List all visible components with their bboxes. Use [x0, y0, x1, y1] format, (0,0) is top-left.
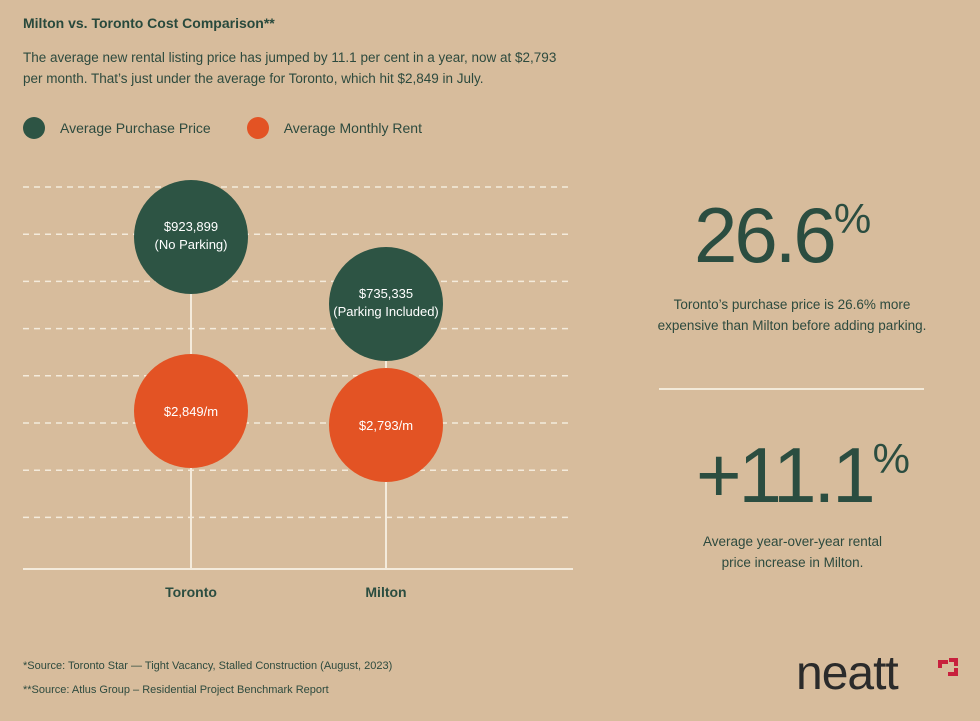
footnote-2: **Source: Atlus Group – Residential Proj… [23, 684, 329, 696]
monthly-rent-bubble [329, 368, 443, 482]
monthly-rent-bubble [134, 354, 248, 468]
legend: Average Purchase Price Average Monthly R… [23, 117, 458, 139]
purchase-price-label: (No Parking) [155, 237, 228, 252]
purchase-price-bubble [329, 247, 443, 361]
purchase-price-label: $923,899 [164, 219, 218, 234]
monthly-rent-label: $2,793/m [359, 418, 413, 433]
legend-swatch-purchase [23, 117, 45, 139]
stat-rent-increase-unit: % [872, 435, 910, 482]
brand-mark-icon [938, 658, 958, 676]
stat-purchase-diff-description: Toronto’s purchase price is 26.6% more e… [657, 297, 927, 333]
stat-rent-increase-value: +11.1 [696, 431, 876, 519]
brand-logo: neatt [796, 647, 899, 700]
footnote-1: *Source: Toronto Star — Tight Vacancy, S… [23, 660, 393, 672]
stat-purchase-diff-value: 26.6 [694, 191, 837, 279]
category-label: Milton [365, 584, 406, 600]
legend-item-purchase: Average Purchase Price [23, 117, 211, 139]
stat-purchase-diff: 26.6% [694, 196, 871, 274]
legend-item-rent: Average Monthly Rent [246, 117, 422, 139]
stats-divider [659, 388, 924, 390]
legend-swatch-rent [246, 117, 269, 139]
purchase-price-bubble [134, 180, 248, 294]
stat-rent-increase-description: Average year-over-year rental price incr… [702, 534, 883, 570]
stat-purchase-diff-unit: % [833, 195, 872, 242]
category-label: Toronto [165, 584, 217, 600]
legend-label-purchase: Average Purchase Price [60, 120, 211, 136]
comparison-chart: $923,899 (No Parking) $2,849/m Toronto $735,… [23, 180, 573, 600]
legend-label-rent: Average Monthly Rent [283, 120, 422, 136]
purchase-price-label: $735,335 [359, 286, 413, 301]
chart-subtitle: The average new rental listing price has… [23, 50, 557, 86]
monthly-rent-label: $2,849/m [164, 404, 218, 419]
chart-title: Milton vs. Toronto Cost Comparison** [23, 15, 275, 31]
purchase-price-label: (Parking Included) [333, 304, 439, 319]
stat-rent-increase: +11.1% [696, 436, 910, 514]
